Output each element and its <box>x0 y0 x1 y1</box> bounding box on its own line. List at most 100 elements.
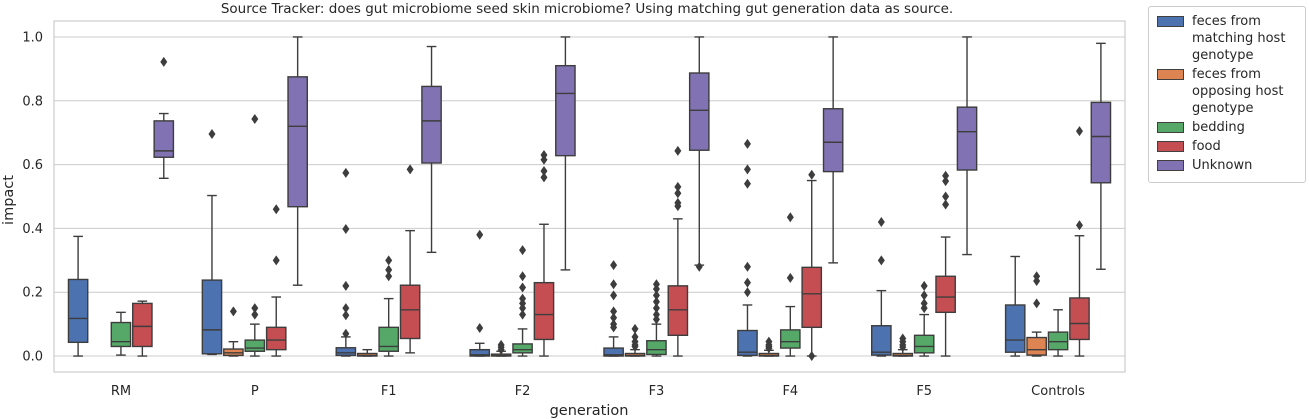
box-unknown-f4 <box>822 36 844 264</box>
box-body <box>201 279 223 355</box>
box-unknown-f5 <box>956 36 978 256</box>
x-tick-label: Controls <box>1031 384 1085 399</box>
outlier-point <box>652 314 660 325</box>
box-body <box>1069 297 1090 341</box>
outlier-point <box>1075 220 1083 231</box>
legend-swatch <box>1157 69 1184 80</box>
box-body <box>244 339 266 352</box>
box-bedding-f5 <box>913 280 935 357</box>
outlier-point <box>519 303 527 314</box>
outlier-point <box>251 113 259 124</box>
box-bedding-f1 <box>378 255 400 357</box>
box-body <box>822 108 844 173</box>
box-body <box>913 334 935 354</box>
outlier-point <box>342 167 350 178</box>
outlier-point <box>540 165 548 176</box>
x-tick-label: P <box>251 384 259 399</box>
box-bedding-f4 <box>779 212 801 357</box>
box-feces-from-f2 <box>469 229 491 357</box>
outlier-point <box>1033 298 1041 309</box>
outlier-point <box>942 176 950 187</box>
y-tick-label: 1.0 <box>22 30 43 45</box>
box-body <box>801 266 823 329</box>
x-tick-label: F3 <box>649 384 665 399</box>
box-body <box>935 275 956 314</box>
box-body <box>265 326 287 351</box>
outlier-point <box>160 56 168 67</box>
box-feces-from-f5 <box>892 333 914 357</box>
legend-label: food <box>1192 139 1221 154</box>
box-food-p <box>265 204 287 357</box>
outlier-point <box>674 201 682 212</box>
outlier-point <box>476 229 484 240</box>
legend-label: Unknown <box>1192 158 1253 173</box>
outlier-point <box>942 199 950 210</box>
box-body <box>555 64 576 157</box>
outlier-point <box>942 170 950 181</box>
box-body <box>603 347 624 357</box>
box-body <box>1026 336 1047 356</box>
outlier-point <box>519 245 527 256</box>
outlier-point <box>251 309 259 320</box>
box-body <box>646 340 667 356</box>
outlier-point <box>899 342 907 353</box>
outlier-point <box>610 290 618 301</box>
box-unknown-f1 <box>421 45 442 254</box>
outlier-point <box>920 290 928 301</box>
chart-legend: feces from matching host genotype feces f… <box>1148 6 1306 183</box>
box-body <box>421 85 442 164</box>
y-tick-label: 0.4 <box>22 222 43 237</box>
legend-item: feces from matching host genotype <box>1155 13 1299 64</box>
box-feces-from-f2 <box>490 339 512 357</box>
box-feces-from-f4 <box>758 336 780 357</box>
box-feces-from-f3 <box>603 260 624 357</box>
box-feces-from-controls <box>1026 271 1047 357</box>
outlier-point <box>743 164 751 175</box>
box-body <box>871 325 892 356</box>
x-tick-label: RM <box>111 384 131 399</box>
outlier-point <box>519 271 527 282</box>
outlier-point <box>695 261 703 272</box>
box-body <box>688 72 710 151</box>
box-unknown-f3 <box>688 36 710 272</box>
box-series <box>67 36 1112 362</box>
outlier-point <box>765 343 773 354</box>
outlier-point <box>540 172 548 183</box>
outlier-point <box>631 323 639 334</box>
box-body <box>737 329 758 357</box>
x-tick-label: F1 <box>381 384 397 399</box>
box-body <box>153 120 175 158</box>
box-body <box>956 106 978 171</box>
outlier-point <box>610 279 618 290</box>
outlier-point <box>610 322 618 333</box>
box-feces-from-controls <box>1004 255 1026 357</box>
outlier-point <box>743 178 751 189</box>
x-tick-label: F5 <box>916 384 932 399</box>
box-feces-from-f5 <box>871 217 892 357</box>
outlier-point <box>877 255 885 266</box>
legend-label: feces from opposing host genotype <box>1192 67 1284 116</box>
box-body <box>67 278 89 344</box>
x-tick-label: F2 <box>515 384 531 399</box>
outlier-point <box>208 128 216 139</box>
outlier-point <box>1075 126 1083 137</box>
outlier-point <box>342 303 350 314</box>
outlier-point <box>942 191 950 202</box>
outlier-point <box>743 287 751 298</box>
outlier-point <box>272 204 280 215</box>
box-body <box>378 326 400 352</box>
box-food-f1 <box>399 164 421 354</box>
legend-swatch <box>1157 122 1184 133</box>
box-food-f3 <box>667 145 689 357</box>
box-body <box>779 329 801 349</box>
outlier-point <box>342 280 350 291</box>
box-bedding-p <box>244 113 266 357</box>
y-tick-label: 0.0 <box>22 350 43 365</box>
outlier-point <box>519 282 527 293</box>
box-food-rm <box>132 300 153 357</box>
box-food-f5 <box>935 170 956 357</box>
legend-item: feces from opposing host genotype <box>1155 66 1299 117</box>
outlier-point <box>786 272 794 283</box>
box-body <box>110 321 132 348</box>
box-body <box>533 281 555 341</box>
